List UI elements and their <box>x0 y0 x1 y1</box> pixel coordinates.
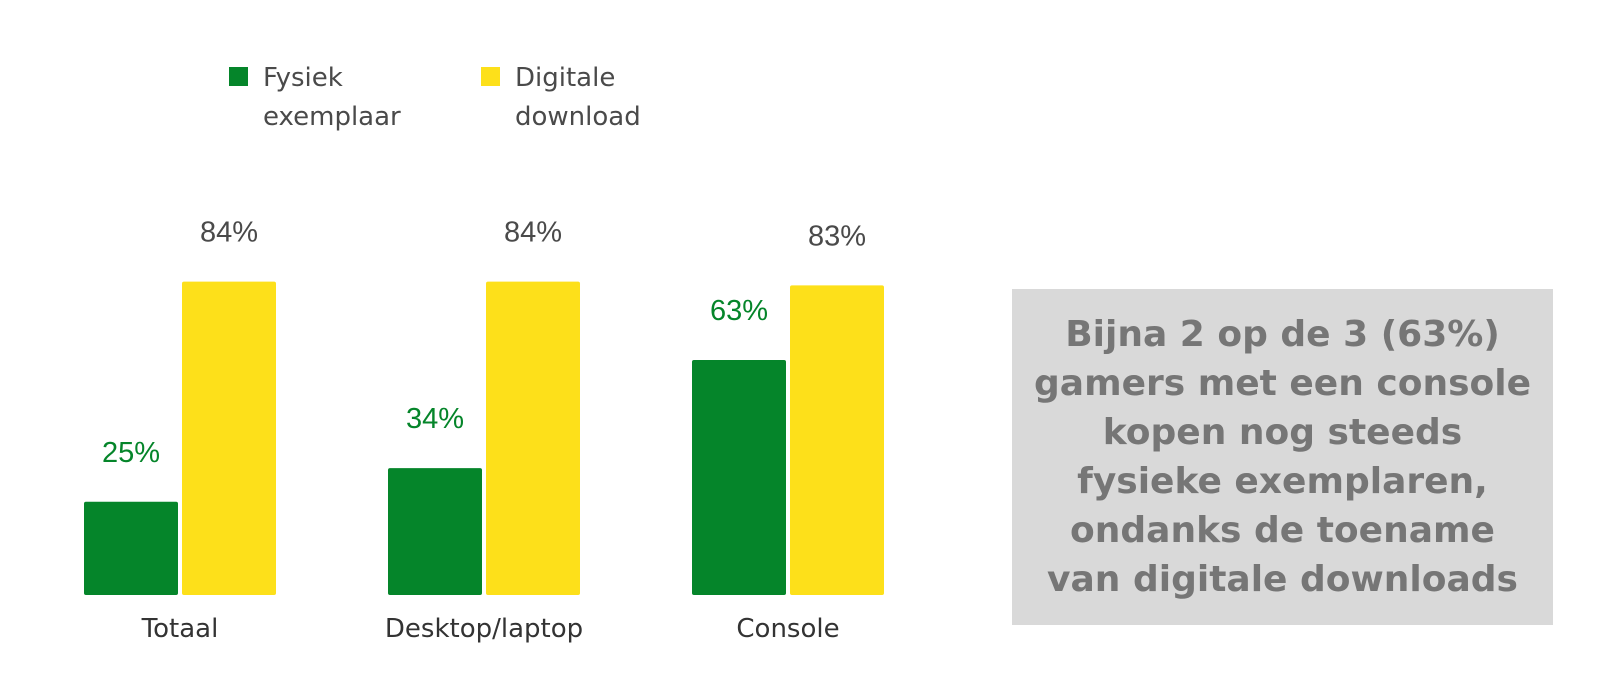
legend-label-fysiek-line1: Fysiek <box>263 63 343 93</box>
value-label-digitale-download-console: 83% <box>808 220 866 252</box>
callout-line: van digitale downloads <box>1047 559 1518 600</box>
category-label-desktop-laptop: Desktop/laptop <box>385 614 583 644</box>
legend: Fysiek exemplaar Digitale download <box>229 63 641 132</box>
legend-swatch-digitale <box>481 67 500 86</box>
legend-label-digitale-line2: download <box>515 102 641 132</box>
value-label-digitale-download-desktop-laptop: 84% <box>504 217 562 249</box>
callout-line: kopen nog steeds <box>1103 412 1462 453</box>
category-label-console: Console <box>736 614 839 644</box>
value-label-fysiek-exemplaar-desktop-laptop: 34% <box>406 403 464 435</box>
bar-fysiek-exemplaar-desktop-laptop <box>388 468 482 595</box>
legend-label-fysiek-line2: exemplaar <box>263 102 401 132</box>
legend-label-digitale-line1: Digitale <box>515 63 615 93</box>
bar-fysiek-exemplaar-totaal <box>84 502 178 595</box>
legend-swatch-fysiek <box>229 67 248 86</box>
category-label-totaal: Totaal <box>141 614 219 644</box>
callout-line: ondanks de toename <box>1070 510 1495 551</box>
svg-text:Fysiek exemplaar: Fysiek exemplaar <box>263 63 401 132</box>
value-label-fysiek-exemplaar-console: 63% <box>710 295 768 327</box>
value-label-fysiek-exemplaar-totaal: 25% <box>102 437 160 469</box>
bar-digitale-download-console <box>790 285 884 595</box>
callout-text: Bijna 2 op de 3 (63%) gamers met een con… <box>1034 310 1531 604</box>
svg-text:Digitale download: Digitale download <box>515 63 641 132</box>
bar-fysiek-exemplaar-console <box>692 360 786 595</box>
callout-line: Bijna 2 op de 3 (63%) <box>1065 314 1500 355</box>
callout-line: fysieke exemplaren, <box>1077 461 1488 502</box>
callout-box: Bijna 2 op de 3 (63%) gamers met een con… <box>1012 289 1553 625</box>
callout-line: gamers met een console <box>1034 363 1531 404</box>
bar-digitale-download-totaal <box>182 282 276 595</box>
bars-layer <box>84 282 884 595</box>
bar-digitale-download-desktop-laptop <box>486 282 580 595</box>
value-label-digitale-download-totaal: 84% <box>200 217 258 249</box>
bar-chart: Fysiek exemplaar Digitale download 25% 84… <box>0 0 1000 699</box>
